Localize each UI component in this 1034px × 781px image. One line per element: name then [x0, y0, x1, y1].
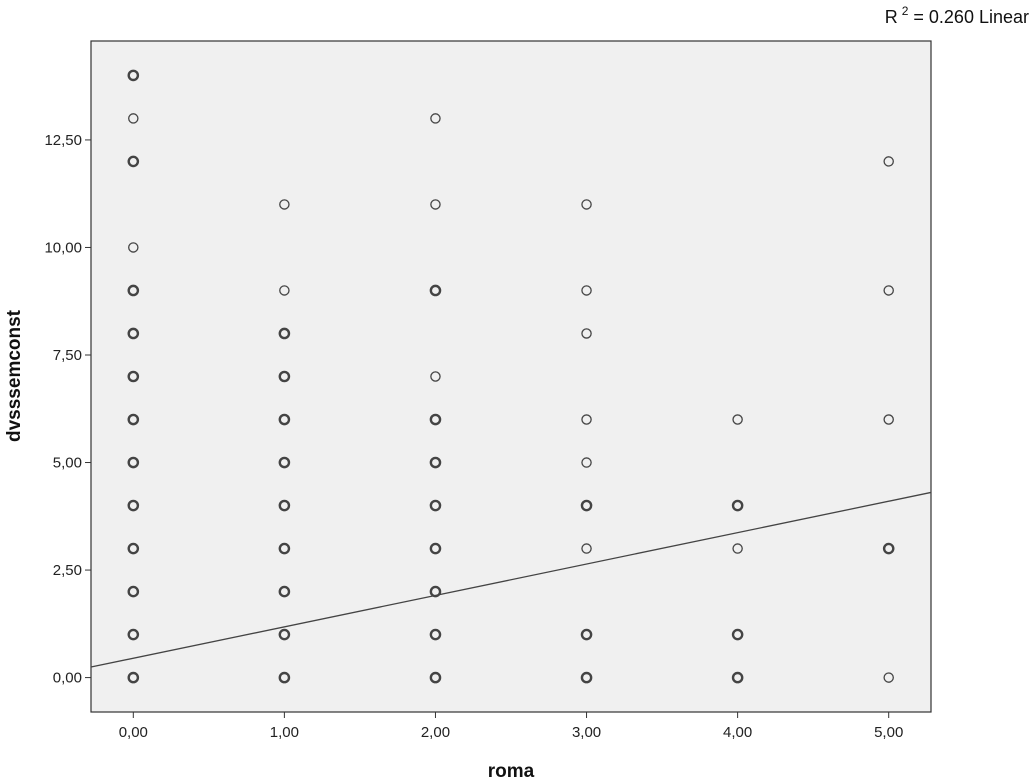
x-tick-label: 2,00 [421, 724, 450, 741]
data-point [429, 284, 442, 297]
data-point [127, 542, 140, 555]
data-point [883, 672, 894, 683]
y-tick-label: 7,50 [53, 347, 82, 364]
data-point [731, 671, 744, 684]
y-tick-label: 12,50 [44, 132, 82, 149]
data-point [581, 457, 592, 468]
y-axis-ticks: 0,00 2,50 5,00 7,50 10,00 12,50 [44, 132, 91, 687]
plot-area [90, 40, 932, 713]
data-point [581, 328, 592, 339]
data-point [882, 542, 895, 555]
data-point [581, 543, 592, 554]
data-point [430, 371, 441, 382]
data-point [580, 671, 593, 684]
data-point [429, 671, 442, 684]
data-point [278, 370, 291, 383]
data-point [883, 414, 894, 425]
data-point [580, 499, 593, 512]
data-point [127, 69, 140, 82]
data-point [732, 543, 743, 554]
y-tick-label: 2,50 [53, 562, 82, 579]
x-axis-ticks: 0,00 1,00 2,00 3,00 4,00 5,00 [119, 712, 903, 741]
y-tick-label: 5,00 [53, 455, 82, 472]
data-point [732, 414, 743, 425]
data-points [127, 69, 895, 684]
data-point [279, 199, 290, 210]
data-point [128, 113, 139, 124]
data-point [883, 156, 894, 167]
data-point [278, 671, 291, 684]
data-point [430, 113, 441, 124]
y-tick-label: 0,00 [53, 670, 82, 687]
data-point [581, 199, 592, 210]
data-point [127, 628, 140, 641]
x-tick-label: 3,00 [572, 724, 601, 741]
data-point [581, 285, 592, 296]
data-point [127, 284, 140, 297]
legend-r2-value: = 0.260 Linear [908, 7, 1029, 27]
data-point [127, 456, 140, 469]
fit-line-group [90, 491, 932, 668]
data-point [581, 414, 592, 425]
data-point [127, 155, 140, 168]
x-axis-title: roma [488, 761, 535, 781]
legend-r-symbol: R [885, 7, 898, 27]
data-point [430, 199, 441, 210]
data-point [883, 285, 894, 296]
data-point [127, 671, 140, 684]
data-point [278, 585, 291, 598]
legend-superscript: 2 [902, 4, 909, 18]
data-point [731, 499, 744, 512]
data-point [429, 542, 442, 555]
x-tick-label: 0,00 [119, 724, 148, 741]
data-point [278, 413, 291, 426]
data-point [580, 628, 593, 641]
x-tick-label: 1,00 [270, 724, 299, 741]
data-point [278, 628, 291, 641]
y-axis-title: dvsssemconst [4, 309, 25, 442]
data-point [731, 628, 744, 641]
data-point [278, 456, 291, 469]
data-point [429, 628, 442, 641]
fit-line [90, 491, 932, 668]
data-point [429, 456, 442, 469]
y-tick-label: 10,00 [44, 239, 82, 256]
data-point [127, 499, 140, 512]
data-point [278, 327, 291, 340]
x-tick-label: 5,00 [874, 724, 903, 741]
data-point [279, 285, 290, 296]
data-point [429, 499, 442, 512]
data-point [127, 327, 140, 340]
data-point [278, 499, 291, 512]
data-point [429, 413, 442, 426]
data-point [278, 542, 291, 555]
data-point [127, 370, 140, 383]
data-point [127, 585, 140, 598]
data-point [127, 413, 140, 426]
data-point [429, 585, 442, 598]
x-tick-label: 4,00 [723, 724, 752, 741]
data-point [128, 242, 139, 253]
